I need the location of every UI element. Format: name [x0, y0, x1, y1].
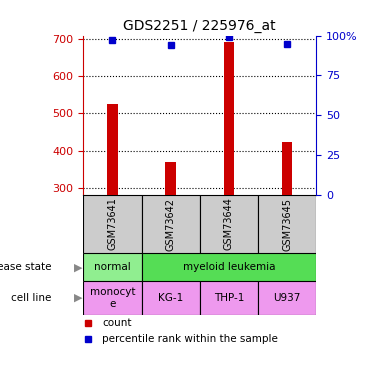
Text: myeloid leukemia: myeloid leukemia [183, 262, 275, 272]
Text: normal: normal [94, 262, 131, 272]
Text: GSM73642: GSM73642 [166, 198, 176, 250]
Bar [200, 195, 258, 253]
Bar [107, 104, 118, 195]
Text: count: count [102, 318, 131, 328]
Text: KG-1: KG-1 [158, 293, 183, 303]
Text: U937: U937 [273, 293, 301, 303]
Bar [83, 195, 141, 253]
Bar [165, 162, 176, 195]
Text: cell line: cell line [11, 293, 51, 303]
Text: GSM73641: GSM73641 [107, 198, 117, 250]
Text: THP-1: THP-1 [214, 293, 244, 303]
Text: ▶: ▶ [74, 293, 83, 303]
Text: ▶: ▶ [74, 262, 83, 272]
Text: monocyt
e: monocyt e [90, 287, 135, 309]
Bar [282, 142, 292, 195]
Text: GSM73644: GSM73644 [224, 198, 234, 250]
Text: percentile rank within the sample: percentile rank within the sample [102, 334, 278, 344]
Bar [258, 281, 316, 315]
Bar [141, 281, 200, 315]
Text: disease state: disease state [0, 262, 51, 272]
Title: GDS2251 / 225976_at: GDS2251 / 225976_at [124, 19, 276, 33]
Text: GSM73645: GSM73645 [282, 198, 292, 250]
Bar [83, 253, 141, 281]
Bar [200, 281, 258, 315]
Bar [141, 253, 316, 281]
Bar [83, 281, 141, 315]
Bar [141, 195, 200, 253]
Bar [258, 195, 316, 253]
Bar [224, 42, 234, 195]
